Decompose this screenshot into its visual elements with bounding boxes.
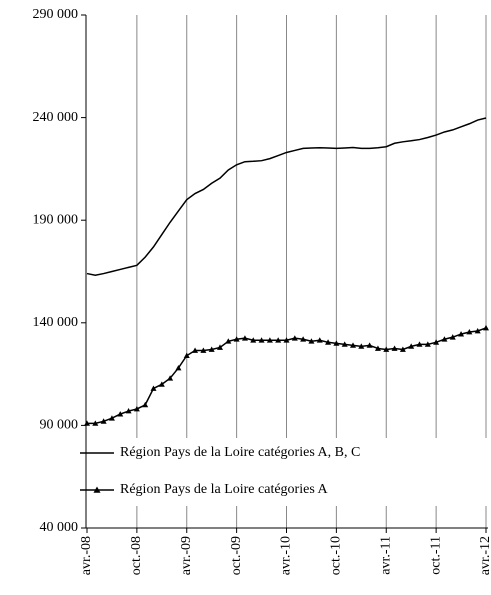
point-marker <box>308 338 315 344</box>
point-marker <box>449 334 456 340</box>
point-marker <box>208 346 215 352</box>
y-tick-label: 240 000 <box>33 110 79 125</box>
x-tick-label: avr.-09 <box>179 536 194 575</box>
point-marker <box>250 337 257 343</box>
point-marker <box>483 324 489 331</box>
point-marker <box>158 381 165 387</box>
point-marker <box>266 337 273 343</box>
point-marker <box>416 341 423 347</box>
point-marker <box>325 339 332 345</box>
point-marker <box>291 335 298 341</box>
point-marker <box>458 331 465 337</box>
y-tick-label: 290 000 <box>33 7 79 22</box>
x-tick-label: oct.-10 <box>329 536 344 575</box>
point-marker <box>350 342 356 348</box>
point-marker <box>399 346 406 352</box>
x-tick-label: avr.-11 <box>378 536 393 575</box>
point-marker <box>341 341 348 347</box>
x-tick-label: oct.-09 <box>229 536 244 575</box>
x-tick-label: avr.-12 <box>478 536 491 575</box>
point-marker <box>333 340 340 346</box>
point-marker <box>233 336 240 342</box>
point-marker <box>300 336 307 342</box>
point-marker <box>474 328 481 334</box>
legend-box <box>78 438 488 506</box>
y-tick-label: 190 000 <box>33 212 79 227</box>
point-marker <box>283 337 290 343</box>
legend-label: Région Pays de la Loire catégories A <box>120 482 328 497</box>
point-marker <box>424 341 431 347</box>
point-marker <box>217 344 223 350</box>
point-marker <box>200 347 207 353</box>
point-marker <box>358 343 365 349</box>
point-marker <box>150 385 157 391</box>
x-tick-label: avr.-08 <box>79 536 94 575</box>
point-marker <box>142 401 149 408</box>
point-marker <box>275 337 282 343</box>
point-marker <box>408 343 415 349</box>
y-tick-label: 90 000 <box>40 418 79 433</box>
point-marker <box>366 342 373 348</box>
point-marker <box>466 329 473 335</box>
point-marker <box>192 347 199 353</box>
point-marker <box>92 420 99 426</box>
point-marker <box>383 346 390 352</box>
point-marker <box>108 415 115 421</box>
x-tick-label: oct.-11 <box>428 536 443 575</box>
point-marker <box>258 337 265 343</box>
point-marker <box>241 335 248 341</box>
y-tick-label: 40 000 <box>40 520 79 535</box>
point-marker <box>374 345 381 351</box>
point-marker <box>391 345 398 351</box>
legend-marker <box>93 486 101 493</box>
point-marker <box>441 336 448 342</box>
point-marker <box>133 405 140 412</box>
x-tick-label: oct.-08 <box>129 536 144 575</box>
point-marker <box>100 418 107 424</box>
legend-label: Région Pays de la Loire catégories A, B,… <box>120 445 360 460</box>
series-line <box>86 117 487 276</box>
x-tick-label: avr.-10 <box>279 536 294 575</box>
y-tick-label: 140 000 <box>33 315 79 330</box>
point-marker <box>316 337 323 343</box>
point-marker <box>433 339 440 345</box>
point-marker <box>167 375 174 381</box>
point-marker <box>84 420 90 426</box>
point-marker <box>125 408 132 414</box>
point-marker <box>225 338 232 344</box>
point-marker <box>117 411 124 417</box>
point-marker <box>183 352 190 359</box>
point-marker <box>175 364 182 371</box>
